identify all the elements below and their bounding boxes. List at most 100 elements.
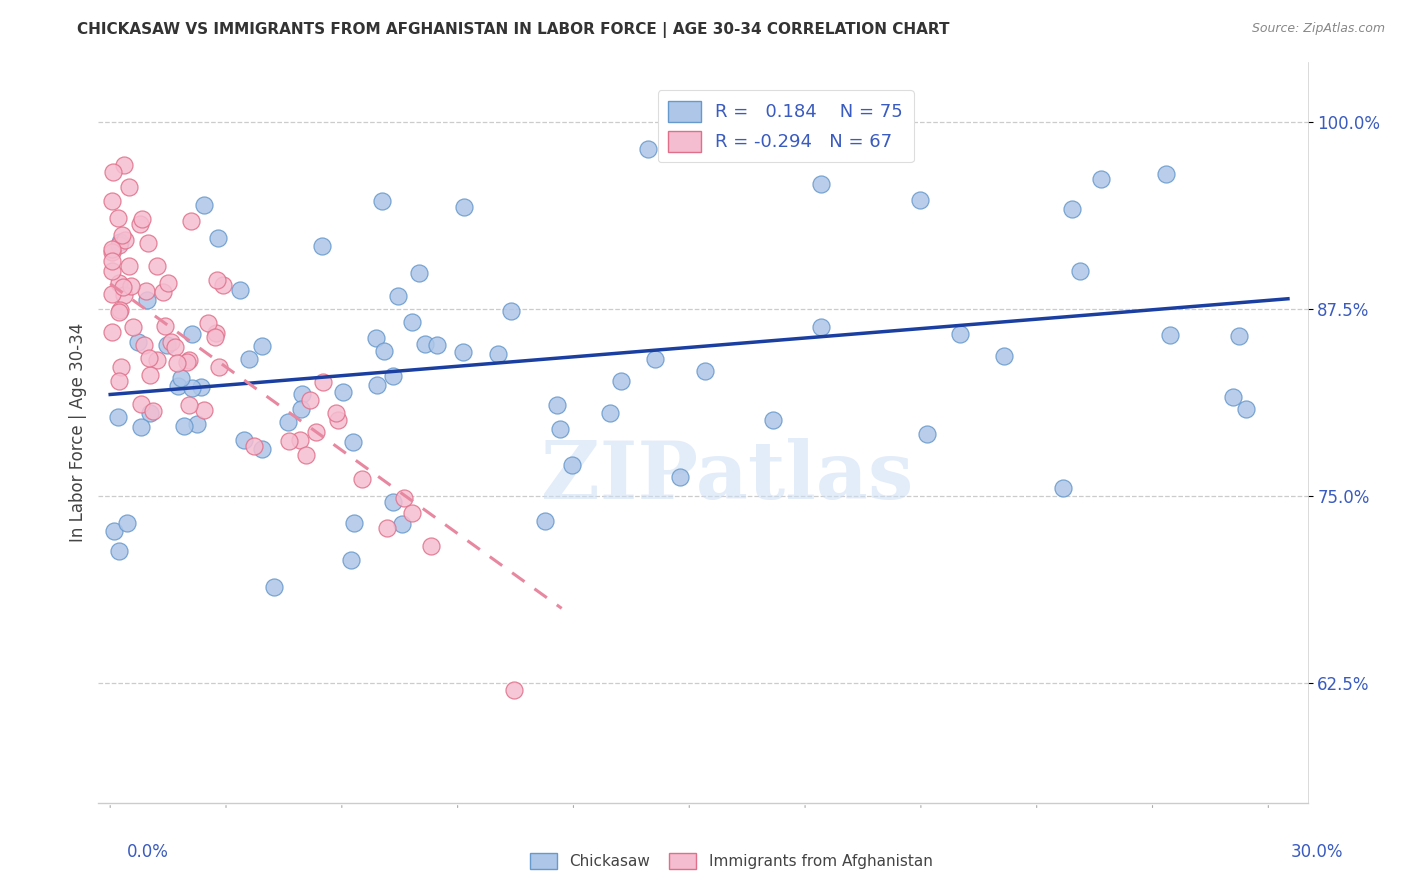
Point (160, 335, 183, 350)
Point (101, 326, 124, 340)
Point (136, 235, 159, 250)
Point (298, 393, 321, 408)
Point (131, 211, 153, 226)
Point (762, 413, 785, 427)
Point (170, 370, 193, 384)
Point (103, 524, 125, 538)
Point (238, 352, 260, 367)
Point (181, 381, 204, 395)
Point (312, 375, 335, 389)
Point (366, 331, 388, 345)
Point (152, 285, 174, 300)
Point (250, 442, 273, 456)
Point (370, 194, 392, 208)
Point (1060, 202, 1083, 217)
Point (110, 303, 132, 318)
Point (108, 235, 131, 249)
Point (107, 237, 129, 252)
Point (339, 553, 361, 567)
Point (121, 320, 143, 334)
Point (111, 228, 134, 243)
Point (453, 345, 475, 359)
Point (131, 397, 153, 411)
Point (453, 200, 475, 214)
Point (548, 422, 571, 436)
Point (139, 368, 162, 383)
Point (311, 239, 333, 253)
Point (242, 439, 264, 453)
Point (166, 356, 188, 370)
Point (207, 230, 229, 244)
Point (373, 343, 395, 358)
Point (101, 242, 124, 256)
Point (233, 433, 256, 447)
Point (332, 384, 354, 399)
Point (263, 580, 285, 594)
Point (101, 194, 124, 209)
Text: 30.0%: 30.0% (1291, 843, 1343, 861)
Point (108, 305, 131, 319)
Point (156, 337, 179, 351)
Point (165, 340, 187, 354)
Point (503, 682, 526, 697)
Point (115, 516, 138, 531)
Point (637, 142, 659, 156)
Point (118, 180, 141, 194)
Point (1069, 263, 1091, 277)
Point (107, 211, 129, 226)
Point (112, 158, 135, 172)
Point (139, 406, 162, 420)
Point (127, 335, 149, 350)
Point (142, 404, 165, 418)
Point (157, 276, 180, 290)
Text: ZIPatlas: ZIPatlas (541, 438, 914, 516)
Point (387, 288, 409, 302)
Point (561, 458, 583, 472)
Point (486, 347, 509, 361)
Point (177, 398, 200, 412)
Legend: Chickasaw, Immigrants from Afghanistan: Chickasaw, Immigrants from Afghanistan (524, 847, 938, 875)
Point (644, 352, 666, 367)
Point (101, 264, 124, 278)
Point (1222, 391, 1244, 405)
Point (101, 165, 124, 179)
Point (408, 266, 430, 280)
Point (366, 377, 388, 392)
Point (101, 254, 124, 268)
Point (342, 435, 364, 450)
Point (118, 259, 141, 273)
Point (546, 398, 568, 412)
Point (111, 279, 134, 293)
Point (193, 198, 215, 212)
Point (343, 516, 366, 530)
Point (277, 415, 299, 429)
Point (146, 259, 169, 273)
Point (107, 410, 129, 425)
Point (277, 434, 299, 448)
Point (108, 276, 131, 290)
Point (212, 277, 235, 292)
Point (138, 351, 160, 365)
Point (1090, 172, 1112, 186)
Point (153, 318, 176, 333)
Point (204, 330, 226, 344)
Point (129, 419, 152, 434)
Point (382, 495, 405, 509)
Point (810, 178, 832, 192)
Point (167, 379, 190, 393)
Point (1154, 167, 1177, 181)
Point (949, 326, 972, 341)
Point (288, 434, 311, 448)
Point (190, 380, 212, 394)
Point (193, 403, 215, 417)
Point (146, 353, 169, 368)
Point (128, 217, 150, 231)
Point (135, 284, 157, 298)
Point (499, 304, 522, 318)
Point (114, 233, 136, 247)
Y-axis label: In Labor Force | Age 30-34: In Labor Force | Age 30-34 (69, 323, 87, 542)
Point (197, 316, 219, 330)
Point (350, 471, 373, 485)
Point (420, 539, 443, 553)
Point (290, 401, 312, 416)
